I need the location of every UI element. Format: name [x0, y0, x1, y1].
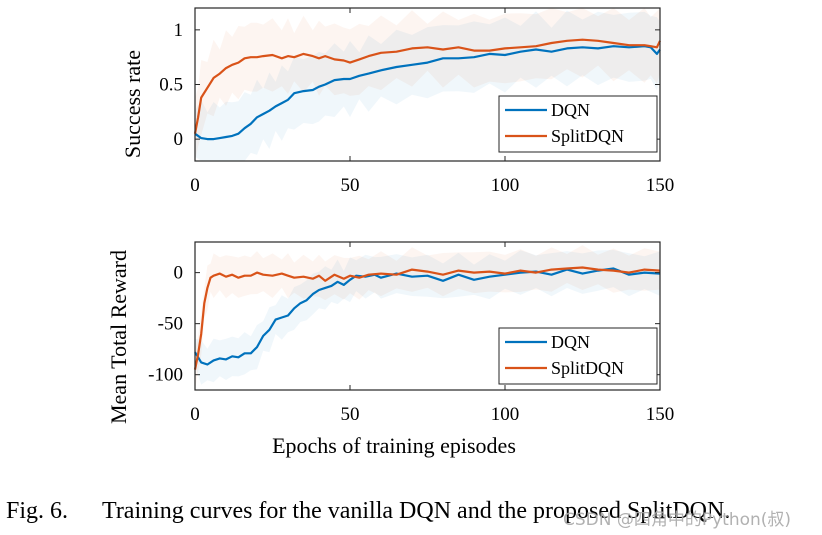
x-axis-label: Epochs of training episodes — [272, 433, 516, 458]
mean-total-reward-ytick-label: -100 — [148, 365, 183, 386]
success-rate-xtick-label: 150 — [646, 175, 675, 196]
mean-total-reward-xtick-label: 150 — [646, 404, 675, 425]
figure-number: Fig. 6. — [6, 498, 69, 524]
success-rate-line-dqn — [194, 45, 661, 141]
mean-total-reward-xtick-label: 0 — [190, 404, 200, 425]
figure-caption: Fig. 6. Training curves for the vanilla D… — [6, 498, 818, 525]
mean-total-reward-ytick-label: -50 — [158, 314, 183, 335]
legend-label-dqn: DQN — [551, 332, 590, 352]
success-rate-xtick-label: 0 — [190, 175, 200, 196]
mean-total-reward-band-splitdqn — [195, 245, 660, 390]
figure: 0 50 100 150 0 0.5 1 Success rate DQN SplitDQN… — [106, 7, 675, 458]
mean-total-reward-band-dqn — [195, 250, 660, 385]
mean-total-reward-plot: 0 50 100 150 0 -50 -100 Mean Total Reward Epoc… — [106, 241, 675, 458]
legend-label-dqn: DQN — [551, 100, 590, 120]
caption-text: Training curves for the vanilla DQN and … — [102, 498, 731, 524]
success-rate-xtick-label: 100 — [491, 175, 520, 196]
legend-label-splitdqn: SplitDQN — [551, 358, 624, 378]
mean-total-reward-ytick-label: 0 — [174, 263, 184, 284]
mean-total-reward-axes-box — [194, 241, 661, 391]
success-rate-band-splitdqn — [195, 8, 660, 161]
success-rate-line-splitdqn — [193, 38, 661, 134]
mean-total-reward-xtick-label: 100 — [491, 404, 520, 425]
mean-total-reward-legend: DQN SplitDQN — [498, 327, 658, 385]
success-rate-band-dqn — [195, 10, 660, 161]
success-rate-ytick-label: 1 — [174, 20, 184, 41]
success-rate-plot: 0 50 100 150 0 0.5 1 Success rate DQN SplitDQN — [120, 7, 675, 196]
success-rate-ytick-label: 0 — [174, 129, 184, 150]
mean-total-reward-xtick-label: 50 — [341, 404, 360, 425]
mean-total-reward-ylabel: Mean Total Reward — [106, 250, 131, 424]
watermark: CSDN @四角中的Python(叔) — [563, 510, 792, 530]
success-rate-ytick-label: 0.5 — [159, 75, 183, 96]
legend-label-splitdqn: SplitDQN — [551, 126, 624, 146]
mean-total-reward-line-splitdqn — [193, 266, 661, 370]
success-rate-xtick-label: 50 — [341, 175, 360, 196]
success-rate-legend: DQN SplitDQN — [498, 95, 658, 153]
success-rate-ylabel: Success rate — [120, 50, 145, 158]
